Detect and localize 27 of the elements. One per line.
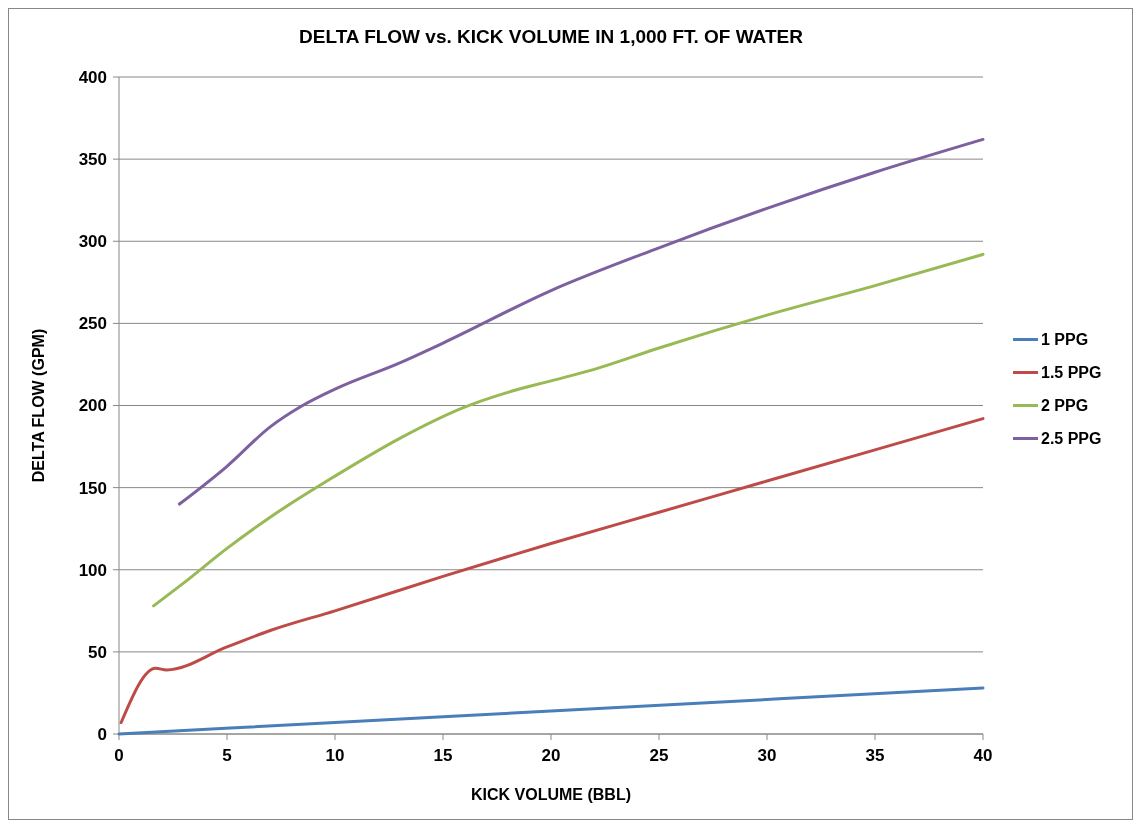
x-tick-label: 5	[222, 746, 232, 765]
y-tick-label: 50	[88, 642, 107, 662]
y-tick-label: 250	[78, 314, 107, 334]
legend-label: 2 PPG	[1041, 397, 1089, 415]
chart-title: DELTA FLOW vs. KICK VOLUME IN 1,000 FT. OF WATER	[299, 26, 804, 47]
x-tick-label: 30	[757, 746, 777, 765]
line-series	[177, 137, 985, 506]
x-tick-label: 25	[649, 746, 669, 765]
y-tick-label: 350	[78, 150, 107, 170]
legend-label: 2.5 PPG	[1041, 430, 1102, 448]
legend-label: 1.5 PPG	[1041, 364, 1102, 382]
x-tick-label: 40	[973, 746, 993, 765]
y-tick-label: 100	[78, 560, 107, 580]
x-tick-label: 15	[433, 746, 453, 765]
y-tick-label: 400	[78, 67, 107, 87]
x-axis-title: KICK VOLUME (BBL)	[471, 786, 631, 803]
x-tick-label: 0	[114, 746, 124, 765]
legend-label: 1 PPG	[1041, 331, 1089, 349]
y-tick-label: 150	[78, 478, 107, 498]
y-tick-label: 0	[97, 724, 107, 744]
y-axis-title: DELTA FLOW (GPM)	[30, 328, 47, 483]
x-tick-label: 35	[865, 746, 885, 765]
y-tick-label: 200	[78, 396, 107, 416]
x-tick-label: 10	[325, 746, 345, 765]
y-tick-label: 300	[78, 232, 107, 252]
line-series	[152, 252, 985, 608]
x-tick-label: 20	[541, 746, 561, 765]
